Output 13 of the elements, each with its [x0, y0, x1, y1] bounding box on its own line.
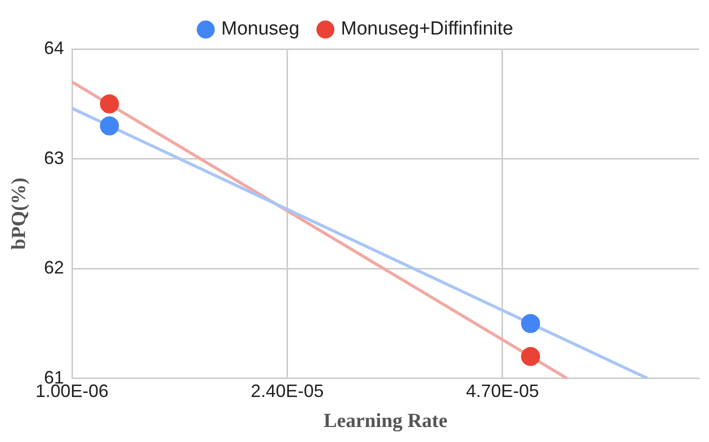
x-tick-label: 4.70E-05: [466, 381, 540, 402]
point: [521, 346, 540, 366]
y-tick-label: 63: [44, 148, 64, 168]
point: [100, 116, 119, 136]
legend-label: Monuseg+Diffinfinite: [340, 18, 514, 40]
point: [521, 314, 540, 333]
y-tick-label: 64: [44, 38, 64, 58]
y-tick-label: 62: [44, 258, 64, 278]
y-axis-title: bPQ(%): [8, 178, 30, 250]
x-tick-label: 2.40E-05: [250, 381, 324, 402]
x-axis-title: Learning Rate: [324, 410, 448, 432]
point: [100, 94, 119, 114]
legend-label: Monuseg: [221, 18, 300, 40]
